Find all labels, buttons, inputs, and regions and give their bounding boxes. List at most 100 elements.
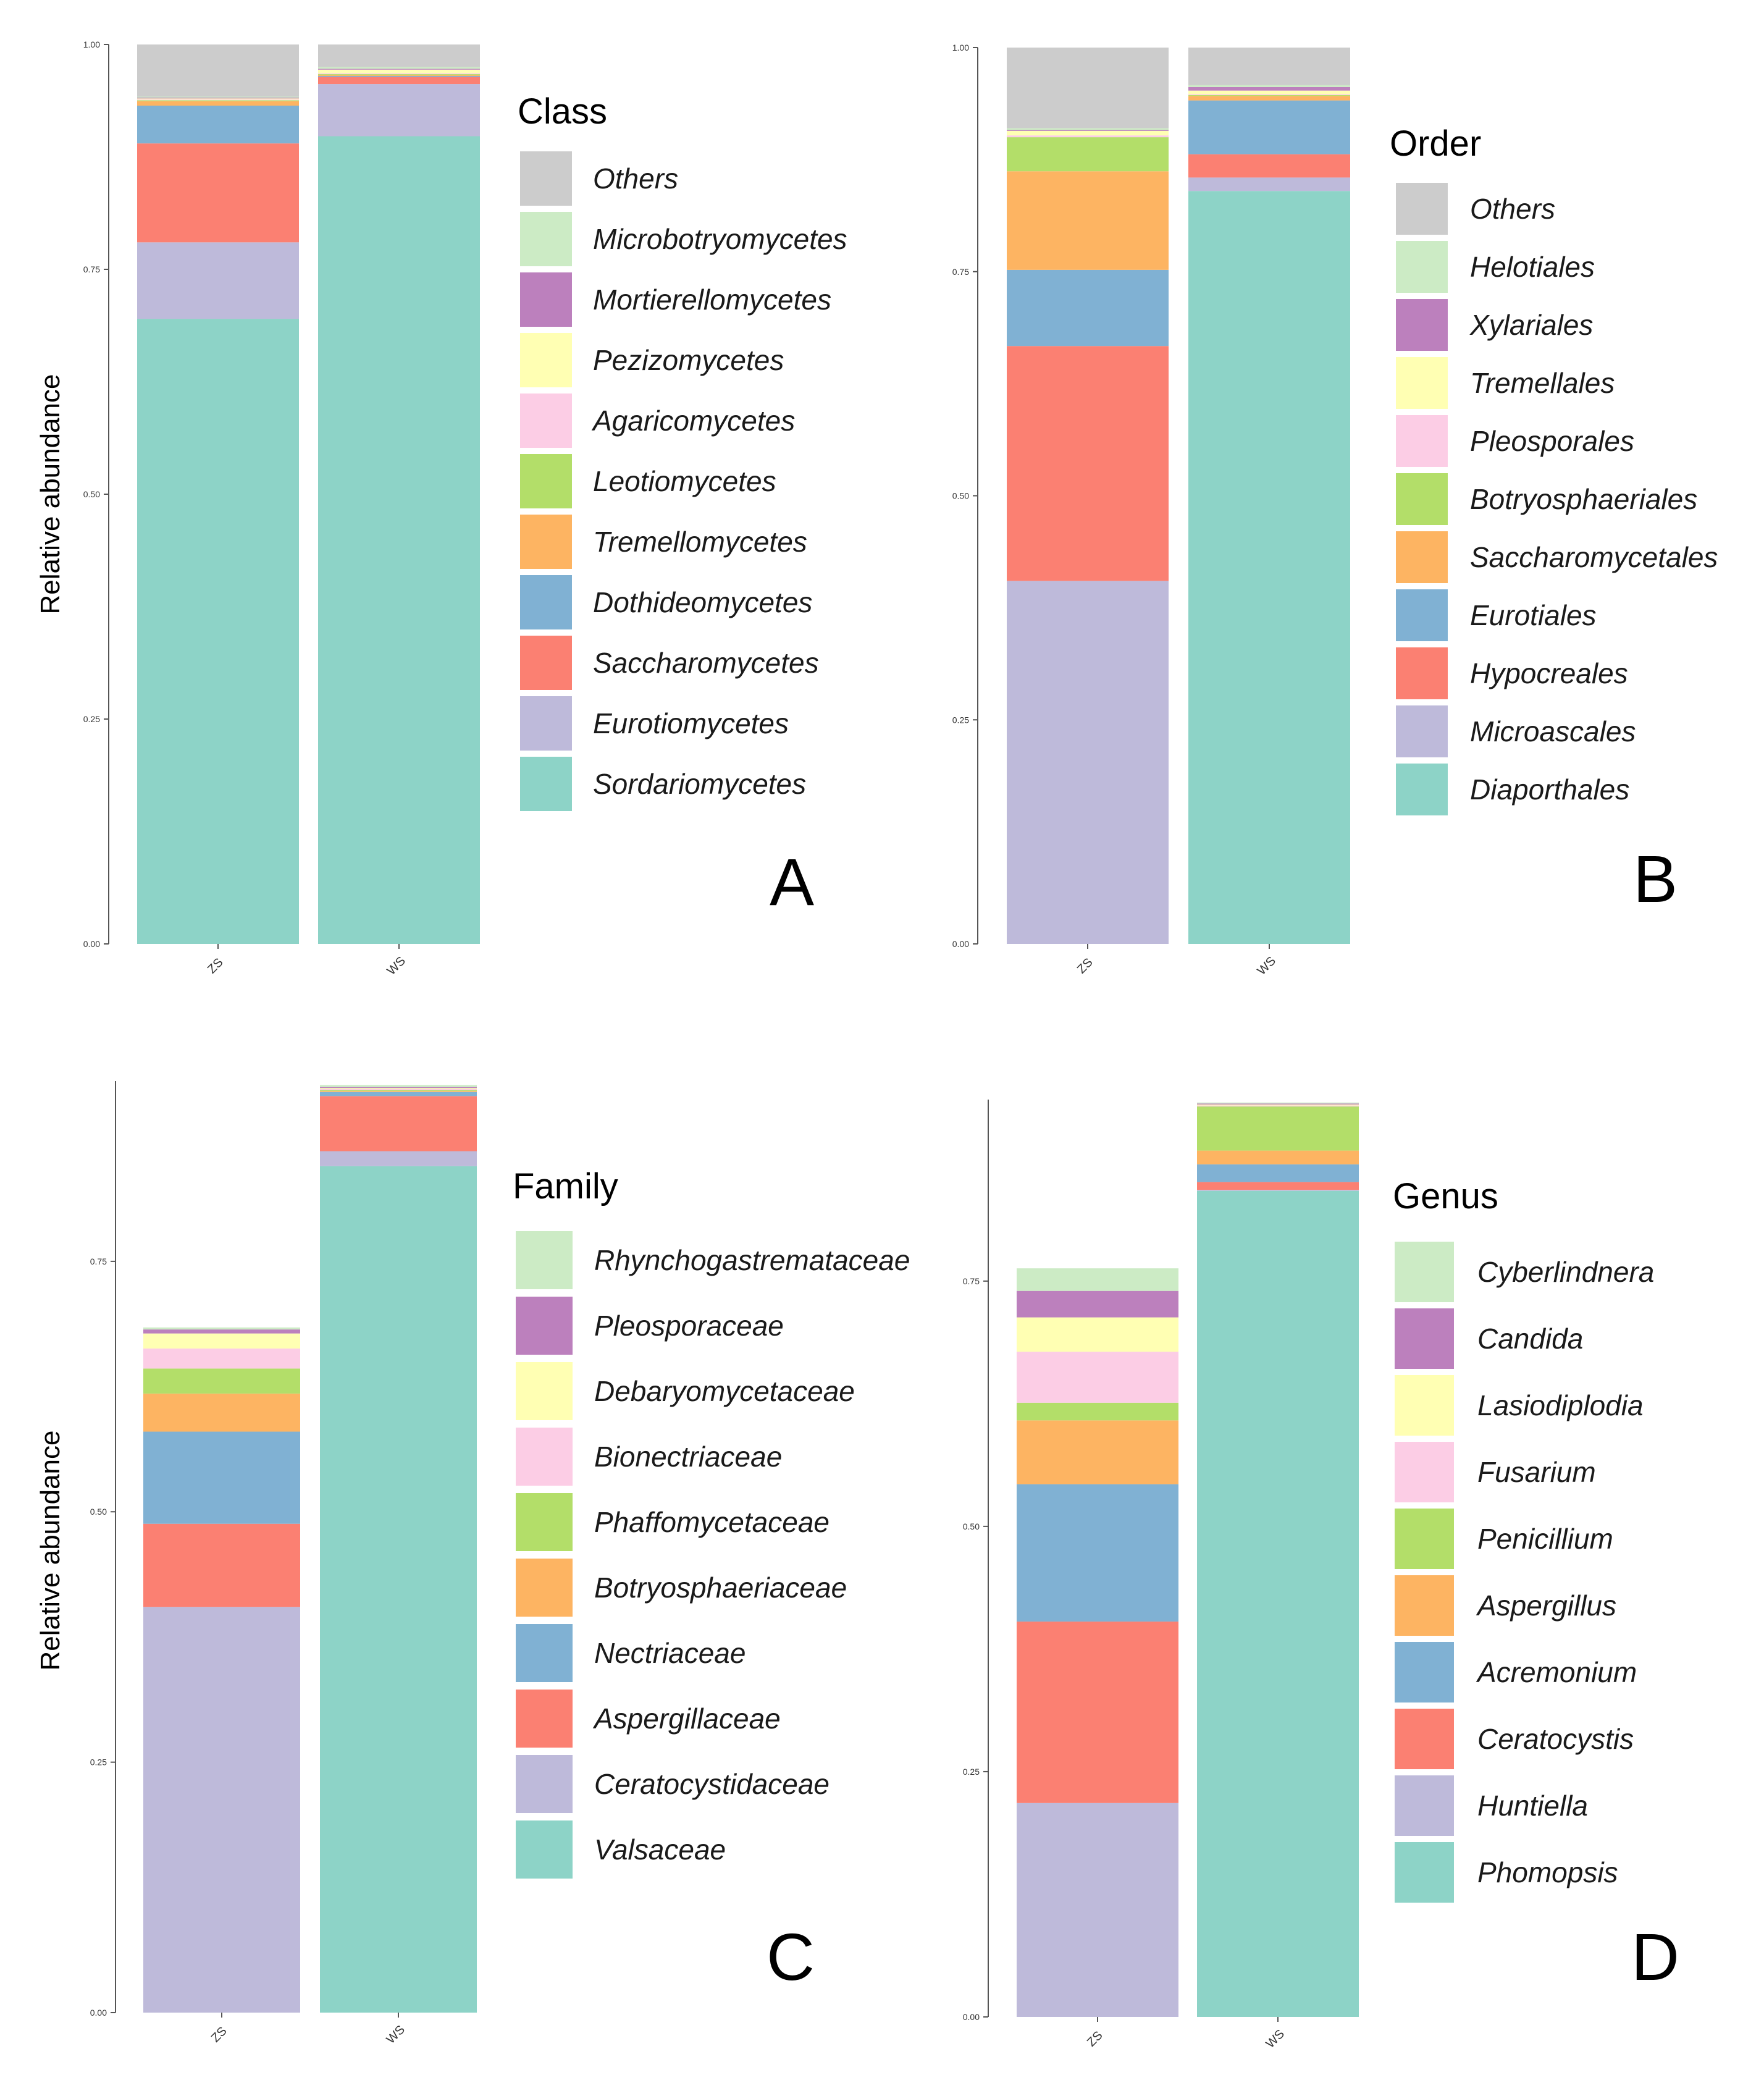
bar-segment-leotiomycetes-ws: [318, 74, 480, 75]
bar-segment-pleosporales-ws: [1188, 94, 1350, 95]
bar-segment-fusarium-ws: [1197, 1105, 1359, 1107]
legend-label-fusarium: Fusarium: [1477, 1456, 1596, 1488]
legend-label-others: Others: [593, 162, 678, 195]
bar-segment-bionectriaceae-ws: [320, 1088, 477, 1090]
x-tick-label-ws: WS: [385, 954, 408, 978]
legend-label-rhynchogastremataceae: Rhynchogastremataceae: [594, 1244, 910, 1276]
y-tick-label: 0.75: [90, 1256, 107, 1266]
legend-swatch-pleosporaceae: [516, 1297, 573, 1355]
legend-label-sordariomycetes: Sordariomycetes: [593, 768, 806, 800]
y-axis-title: Relative abundance: [35, 1431, 65, 1671]
legend-label-valsaceae: Valsaceae: [594, 1833, 726, 1866]
legend-swatch-saccharomycetes: [520, 636, 572, 690]
legend-swatch-dothideomycetes: [520, 575, 572, 629]
bar-segment-microascales-ws: [1188, 177, 1350, 192]
bar-segment-eurotiales-zs: [1007, 269, 1169, 347]
legend-swatch-huntiella: [1395, 1775, 1454, 1836]
bar-segment-ceratocystidaceae-ws: [320, 1151, 477, 1166]
bar-segment-candida-ws: [1197, 1103, 1359, 1105]
bar-segment-tremellomycetes-ws: [318, 75, 480, 76]
bar-segment-ceratocystis-ws: [1197, 1182, 1359, 1190]
bar-segment-rhynchogastremataceae-ws: [320, 1085, 477, 1087]
legend-swatch-nectriaceae: [516, 1624, 573, 1682]
x-tick-label-ws: WS: [384, 2023, 408, 2047]
legend-swatch-tremellales: [1396, 357, 1448, 409]
bar-segment-agaricomycetes-zs: [137, 99, 299, 101]
legend-label-phomopsis: Phomopsis: [1477, 1856, 1618, 1888]
legend-label-eurotiomycetes: Eurotiomycetes: [593, 707, 789, 739]
bar-segment-saccharomycetales-ws: [1188, 96, 1350, 101]
legend-swatch-phomopsis: [1395, 1842, 1454, 1903]
legend-swatch-bionectriaceae: [516, 1428, 573, 1486]
legend-swatch-microascales: [1396, 705, 1448, 757]
legend-swatch-microbotryomycetes: [520, 212, 572, 266]
bar-segment-nectriaceae-ws: [320, 1092, 477, 1096]
y-tick-label: 0.50: [963, 1521, 980, 1531]
legend-label-botryosphaeriales: Botryosphaeriales: [1470, 483, 1697, 515]
legend-swatch-fusarium: [1395, 1442, 1454, 1502]
bar-segment-ceratocystidaceae-zs: [143, 1607, 300, 2013]
legend-label-diaporthales: Diaporthales: [1470, 773, 1629, 806]
x-tick-label-ws: WS: [1255, 954, 1279, 978]
panel-letter: C: [766, 1919, 815, 1994]
bar-segment-phaffomycetaceae-zs: [143, 1368, 300, 1394]
bar-segment-microbotryomycetes-ws: [318, 67, 480, 69]
bar-segment-pezizomycetes-zs: [137, 98, 299, 99]
legend-label-ceratocystidaceae: Ceratocystidaceae: [594, 1768, 830, 1800]
bar-segment-botryosphaeriales-zs: [1007, 137, 1169, 172]
legend-swatch-lasiodiplodia: [1395, 1375, 1454, 1436]
legend-label-candida: Candida: [1477, 1323, 1583, 1355]
legend-label-botryosphaeriaceae: Botryosphaeriaceae: [594, 1572, 847, 1604]
y-tick-label: 1.00: [952, 43, 969, 53]
legend-label-pezizomycetes: Pezizomycetes: [593, 344, 784, 376]
legend-label-hypocreales: Hypocreales: [1470, 657, 1628, 689]
legend-label-leotiomycetes: Leotiomycetes: [593, 465, 776, 497]
panel-d: 0.00 0.25 0.50 0.75 ZS WS Genus Cyberlindnera Ca…: [963, 1100, 1679, 2051]
legend-label-microascales: Microascales: [1470, 715, 1636, 747]
legend-label-saccharomycetes: Saccharomycetes: [593, 647, 819, 679]
legend-swatch-botryosphaeriaceae: [516, 1559, 573, 1617]
x-tick-label-zs: ZS: [209, 2024, 230, 2045]
y-tick-label: 0.50: [90, 1507, 107, 1517]
y-tick-label: 0.25: [952, 715, 969, 725]
bar-segment-ceratocystis-zs: [1017, 1621, 1178, 1803]
legend-swatch-eurotiomycetes: [520, 696, 572, 751]
bar-segment-sordariomycetes-ws: [318, 136, 480, 945]
bar-segment-others-ws: [318, 44, 480, 67]
bar-segment-botryosphaeriaceae-ws: [320, 1091, 477, 1092]
bar-segment-phaffomycetaceae-ws: [320, 1090, 477, 1092]
legend-label-bionectriaceae: Bionectriaceae: [594, 1441, 782, 1473]
legend-label-microbotryomycetes: Microbotryomycetes: [593, 223, 847, 255]
y-tick-label: 0.75: [963, 1276, 980, 1286]
panel-letter: B: [1633, 841, 1678, 916]
legend-title: Family: [513, 1166, 618, 1206]
legend-swatch-tremellomycetes: [520, 515, 572, 569]
x-tick-label-zs: ZS: [1075, 956, 1096, 977]
bar-segment-saccharomycetes-zs: [137, 143, 299, 243]
bar-segment-botryosphaeriales-ws: [1188, 95, 1350, 96]
legend-swatch-helotiales: [1396, 241, 1448, 293]
y-tick-label: 1.00: [83, 40, 100, 49]
bar-segment-hypocreales-ws: [1188, 154, 1350, 178]
y-tick-label: 0.50: [83, 489, 100, 499]
bar-segment-sordariomycetes-zs: [137, 319, 299, 944]
bar-segment-helotiales-ws: [1188, 85, 1350, 87]
y-tick-label: 0.75: [952, 267, 969, 277]
legend-swatch-acremonium: [1395, 1642, 1454, 1702]
legend-swatch-leotiomycetes: [520, 454, 572, 508]
bar-segment-pleosporaceae-zs: [143, 1329, 300, 1334]
legend-swatch-aspergillus: [1395, 1575, 1454, 1636]
legend-title: Order: [1390, 124, 1481, 164]
legend-label-aspergillaceae: Aspergillaceae: [592, 1702, 781, 1735]
legend-swatch-others: [520, 151, 572, 206]
bar-segment-tremellomycetes-zs: [137, 101, 299, 106]
legend-label-huntiella: Huntiella: [1477, 1790, 1588, 1822]
legend-label-tremellales: Tremellales: [1470, 367, 1615, 399]
bar-segment-tremellales-zs: [1007, 130, 1169, 136]
y-axis-title: Relative abundance: [35, 374, 65, 615]
bar-segment-penicillium-zs: [1017, 1402, 1178, 1421]
bar-segment-pleosporales-zs: [1007, 135, 1169, 138]
bar-segment-huntiella-ws: [1197, 1190, 1359, 1191]
legend-swatch-eurotiales: [1396, 589, 1448, 641]
